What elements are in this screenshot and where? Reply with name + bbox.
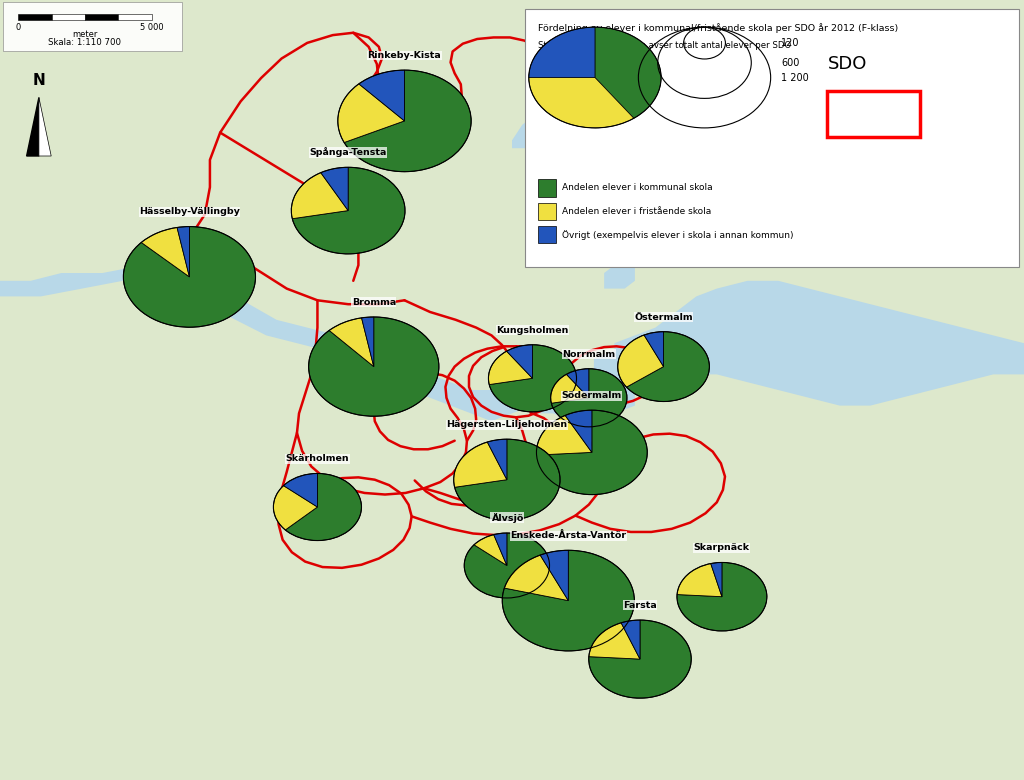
Wedge shape (489, 345, 577, 412)
Text: Skärholmen: Skärholmen (286, 454, 349, 463)
Wedge shape (622, 620, 640, 659)
Wedge shape (487, 439, 507, 480)
Wedge shape (361, 317, 374, 367)
Text: 1 200: 1 200 (781, 73, 809, 83)
Wedge shape (502, 550, 635, 651)
Wedge shape (589, 620, 691, 698)
Wedge shape (284, 473, 317, 507)
Polygon shape (594, 328, 717, 390)
Polygon shape (27, 98, 39, 156)
Text: Andelen elever i kommunal skola: Andelen elever i kommunal skola (562, 183, 713, 193)
Wedge shape (291, 172, 348, 218)
Text: Rinkeby-Kista: Rinkeby-Kista (368, 51, 441, 60)
Text: Älvsjö: Älvsjö (490, 513, 523, 523)
Wedge shape (454, 442, 507, 488)
Wedge shape (329, 318, 374, 367)
Wedge shape (551, 374, 589, 403)
Text: Andelen elever i fristående skola: Andelen elever i fristående skola (562, 207, 712, 216)
Wedge shape (344, 70, 471, 172)
Wedge shape (528, 27, 595, 77)
Wedge shape (321, 167, 348, 211)
Bar (119, 14, 152, 20)
Bar (85, 14, 119, 20)
Text: 0: 0 (15, 23, 22, 32)
Wedge shape (595, 27, 662, 119)
Text: Storleken på symbolerna avser totalt antal elever per SDO: Storleken på symbolerna avser totalt ant… (538, 41, 791, 51)
Wedge shape (292, 167, 406, 254)
Text: Skarpnäck: Skarpnäck (694, 544, 750, 552)
Wedge shape (358, 70, 404, 121)
Polygon shape (512, 117, 543, 148)
Text: 120: 120 (781, 38, 800, 48)
Wedge shape (711, 562, 722, 597)
Text: Södermalm: Södermalm (562, 391, 622, 400)
Polygon shape (717, 382, 1024, 507)
Bar (827, 91, 920, 136)
Wedge shape (273, 486, 317, 530)
Wedge shape (677, 562, 767, 631)
Text: Bromma: Bromma (351, 298, 396, 307)
Wedge shape (537, 410, 647, 495)
Wedge shape (528, 77, 634, 128)
Wedge shape (123, 226, 256, 328)
Polygon shape (0, 265, 553, 421)
Polygon shape (758, 234, 1024, 304)
Bar (525, 9, 1019, 267)
Polygon shape (532, 374, 635, 421)
Wedge shape (488, 351, 532, 385)
Text: 600: 600 (781, 58, 800, 68)
Text: meter: meter (73, 30, 97, 40)
Wedge shape (338, 84, 404, 143)
Bar (538, 179, 556, 197)
Bar (3, 2, 182, 51)
Bar (18, 14, 51, 20)
Text: 5 000: 5 000 (139, 23, 164, 32)
Wedge shape (537, 416, 592, 455)
Text: Spånga-Tensta: Spånga-Tensta (309, 147, 387, 157)
Text: Skala: 1:110 700: Skala: 1:110 700 (48, 38, 122, 48)
Text: Farsta: Farsta (624, 601, 656, 610)
Wedge shape (644, 332, 664, 367)
Wedge shape (286, 473, 361, 541)
Text: Hägersten-Liljeholmen: Hägersten-Liljeholmen (446, 420, 567, 429)
Wedge shape (308, 317, 439, 417)
Wedge shape (494, 533, 507, 566)
Wedge shape (551, 369, 627, 427)
Polygon shape (604, 257, 635, 289)
Wedge shape (141, 228, 189, 277)
Text: Hässelby-Vällingby: Hässelby-Vällingby (139, 207, 240, 216)
Bar (538, 203, 556, 220)
Wedge shape (627, 332, 710, 402)
Wedge shape (566, 369, 589, 398)
Wedge shape (617, 335, 664, 387)
Wedge shape (474, 534, 507, 566)
Wedge shape (565, 410, 592, 452)
Text: Östermalm: Östermalm (634, 313, 693, 321)
Bar (51, 14, 85, 20)
Bar (538, 226, 556, 243)
Wedge shape (677, 563, 722, 597)
Wedge shape (589, 622, 640, 659)
Wedge shape (507, 345, 532, 378)
Wedge shape (505, 555, 568, 601)
Text: SDO: SDO (827, 55, 866, 73)
Wedge shape (541, 550, 568, 601)
Polygon shape (614, 281, 1024, 406)
Text: N: N (33, 73, 45, 88)
Text: Kungsholmen: Kungsholmen (497, 325, 568, 335)
Wedge shape (177, 226, 189, 277)
Wedge shape (455, 439, 560, 520)
Text: Övrigt (exempelvis elever i skola i annan kommun): Övrigt (exempelvis elever i skola i anna… (562, 230, 794, 239)
Text: Enskede-Årsta-Vantör: Enskede-Årsta-Vantör (510, 531, 627, 540)
Text: Fördelning av elever i kommunal/fristående skola per SDO år 2012 (F-klass): Fördelning av elever i kommunal/friståen… (538, 23, 898, 34)
Polygon shape (39, 98, 51, 156)
Wedge shape (464, 533, 550, 598)
Text: Norrmalm: Norrmalm (562, 349, 615, 359)
